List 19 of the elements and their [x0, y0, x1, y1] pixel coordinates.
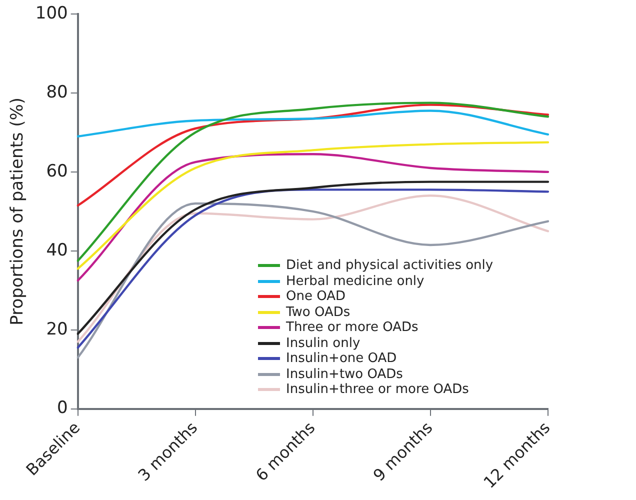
legend-label: Diet and physical activities only: [286, 258, 494, 274]
legend-label: Insulin+one OAD: [286, 351, 397, 366]
legend-label: Insulin only: [286, 336, 360, 351]
line-series: [76, 141, 550, 270]
y-tick-label: 100: [35, 3, 68, 24]
legend-label: Insulin+three or more OADs: [286, 382, 469, 398]
legend-label: Herbal medicine only: [286, 274, 424, 289]
legend-label: Three or more OADs: [286, 320, 418, 336]
y-tick-label: 20: [46, 319, 68, 340]
y-axis-title: Proportions of patients (%): [8, 97, 28, 326]
y-tick-label: 40: [46, 240, 68, 260]
y-tick-label: 0: [57, 398, 68, 418]
y-tick-label: 60: [46, 161, 68, 182]
legend-label: Two OADs: [286, 304, 350, 320]
line-series: [76, 104, 550, 207]
line-series: [76, 110, 550, 138]
legend-label: Insulin+two OADs: [286, 366, 403, 382]
y-tick-label: 80: [46, 82, 68, 102]
legend-label: One OAD: [286, 289, 346, 304]
